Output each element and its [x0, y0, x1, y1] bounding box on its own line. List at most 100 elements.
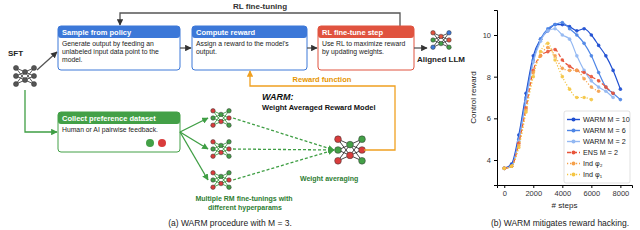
- reward-label: Reward function: [293, 75, 352, 84]
- series-marker: [539, 39, 543, 43]
- network-icon: [211, 140, 231, 159]
- y-tick-label: 8: [487, 73, 491, 82]
- series-marker: [568, 37, 572, 41]
- box-title: Collect preference dataset: [62, 114, 156, 123]
- series-marker: [619, 98, 623, 102]
- y-tick-label: 4: [487, 156, 491, 165]
- arrow: [37, 52, 57, 70]
- box-body: Assign a reward to the model's output.: [196, 40, 291, 56]
- box-header: [318, 26, 414, 38]
- series-marker: [590, 98, 594, 102]
- legend-label: WARM M = 2: [583, 137, 626, 146]
- series-marker: [619, 87, 623, 91]
- series-marker: [568, 69, 572, 73]
- x-tick-mark: [533, 185, 534, 188]
- network-node: [227, 154, 231, 158]
- network-node: [211, 185, 215, 189]
- legend: WARM M = 10 WARM M = 6 WARM M = 2 ENS M = 2…: [564, 111, 630, 183]
- warm-title: WARM:: [262, 92, 294, 102]
- network-node: [22, 78, 27, 83]
- series-marker: [517, 146, 521, 150]
- series-marker: [568, 64, 572, 68]
- network-node: [219, 150, 223, 154]
- network-node: [211, 109, 215, 113]
- step-box: Sample from policyGenerate output by fee…: [58, 26, 180, 70]
- network-node: [359, 136, 366, 143]
- x-tick-label: 2000: [525, 189, 542, 198]
- network-node: [227, 147, 231, 151]
- x-tick-mark: [620, 185, 621, 188]
- legend-marker: [572, 129, 576, 133]
- network-node: [335, 136, 342, 143]
- network-node: [219, 119, 223, 123]
- series-marker: [590, 54, 594, 58]
- network-node: [219, 112, 223, 116]
- series-marker: [502, 167, 506, 171]
- series-marker: [575, 69, 579, 73]
- network-node: [359, 157, 366, 164]
- x-tick-label: 6000: [584, 189, 601, 198]
- network-node: [211, 116, 215, 120]
- series-marker: [590, 79, 594, 83]
- series-marker: [590, 33, 594, 37]
- x-tick-mark: [591, 185, 592, 188]
- network-node: [31, 65, 36, 70]
- y-tick: 10: [483, 31, 497, 40]
- y-axis-title: Control reward: [469, 71, 478, 123]
- series-marker: [510, 164, 514, 168]
- legend-label: WARM M = 6: [583, 126, 626, 135]
- finetune-label: Multiple RM fine-tunings with different …: [195, 195, 294, 212]
- series-marker: [561, 21, 565, 25]
- network-icon: [13, 65, 36, 86]
- series-marker: [553, 58, 557, 62]
- series-marker: [575, 33, 579, 37]
- series-marker: [561, 58, 565, 62]
- x-tick-label: 8000: [613, 189, 630, 198]
- legend-marker: [572, 118, 576, 122]
- network-node: [347, 141, 354, 148]
- legend-label: ENS M = 2: [583, 148, 618, 157]
- network-node: [31, 73, 36, 78]
- series-marker: [553, 23, 557, 27]
- series-marker: [546, 46, 550, 50]
- series-marker: [604, 89, 608, 93]
- step-box: Compute rewardAssign a reward to the mod…: [192, 26, 307, 70]
- x-axis-title: # steps: [552, 201, 578, 210]
- series-marker: [597, 44, 601, 48]
- averaging-arrow: [233, 149, 334, 150]
- y-tick-mark: [494, 160, 497, 161]
- network-node: [219, 181, 223, 185]
- series-marker: [502, 167, 506, 171]
- box-frame: [58, 112, 180, 152]
- series-marker: [604, 54, 608, 58]
- averaging-label: Weight averaging: [300, 175, 358, 183]
- series-marker: [553, 27, 557, 31]
- legend-marker: [572, 151, 576, 155]
- network-node: [227, 109, 231, 113]
- loop-arrow: [120, 13, 400, 26]
- x-axis: 02000400060008000: [498, 185, 633, 198]
- loop-label: RL fine-tuning: [233, 2, 287, 11]
- series-marker: [575, 96, 579, 100]
- series-marker: [546, 50, 550, 54]
- x-tick: 8000: [613, 185, 630, 198]
- legend-label: Ind φ₂: [583, 159, 603, 168]
- series-marker: [597, 85, 601, 89]
- network-node: [219, 143, 223, 147]
- y-tick-mark: [494, 118, 497, 119]
- series-marker: [524, 110, 528, 114]
- averaging-arrow: [233, 118, 334, 150]
- network-icon: [211, 109, 231, 128]
- series-marker: [582, 42, 586, 46]
- network-node: [227, 171, 231, 175]
- legend-label: WARM M = 10: [583, 115, 630, 124]
- network-node: [31, 82, 36, 87]
- x-tick-mark: [562, 185, 563, 188]
- network-node: [13, 65, 18, 70]
- series-marker: [539, 54, 543, 58]
- series-marker: [561, 75, 565, 79]
- green-arrow: [25, 90, 57, 132]
- output-label: Aligned LLM: [417, 55, 465, 64]
- y-tick-label: 6: [487, 114, 491, 123]
- green-arrow: [180, 132, 208, 149]
